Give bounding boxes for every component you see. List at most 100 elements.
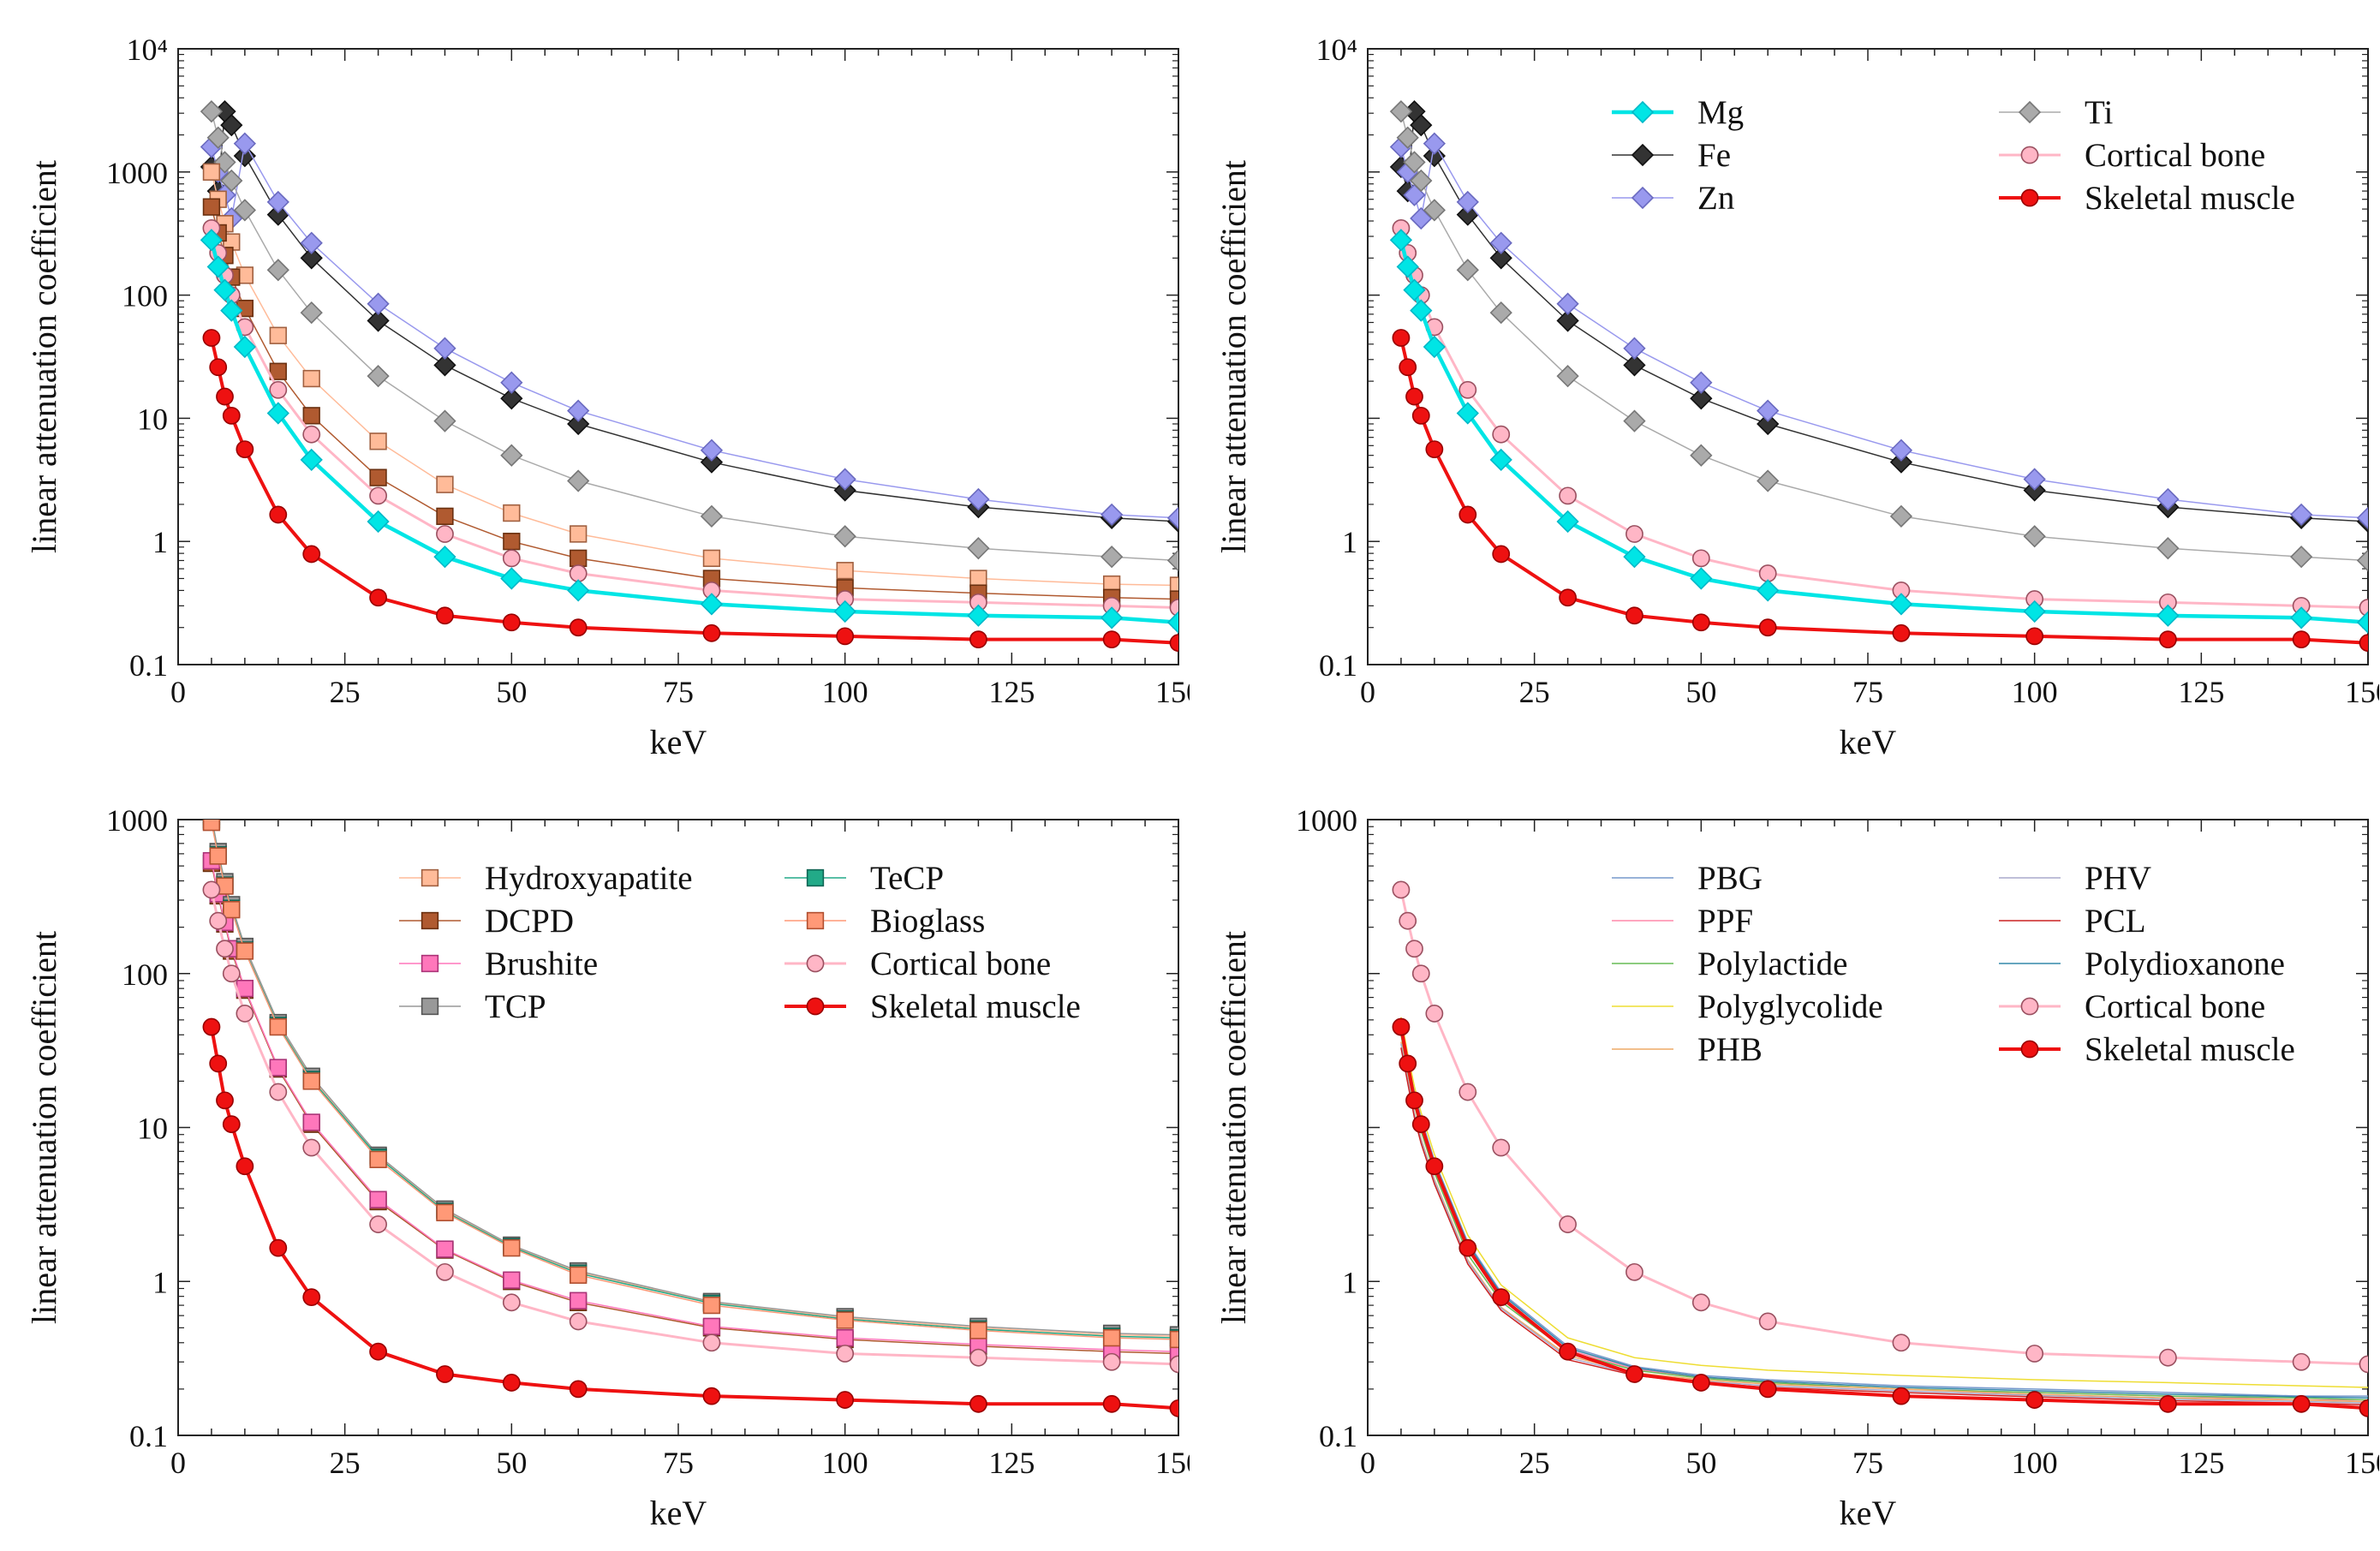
data-point-ti [206,126,230,149]
data-point-mg [567,579,590,602]
x-tick-label: 75 [663,1446,694,1480]
data-point-brushite [570,1292,588,1309]
data-point-cortical-bone [1392,880,1411,899]
series-line-skeletal-muscle [209,337,1178,645]
chart-panel-top-right: 0 25 50 75 100 125 150 0.1 1 10⁴ keV linear attenua… [1214,33,2379,761]
data-point-skeletal-muscle [836,1391,855,1409]
data-point-cortical-bone [1169,1355,1178,1374]
data-point-zn [1101,503,1124,527]
data-point-skeletal-muscle [1392,1017,1411,1036]
series-line-dcpd [211,862,1178,1355]
data-point-mg [1456,402,1479,425]
data-point-ti [300,301,323,325]
data-point-cortical-bone [1892,1333,1911,1352]
legend-label-brushite: Brushite [485,946,598,982]
data-point-skeletal-muscle [1559,588,1578,607]
data-point-zn [1757,399,1780,422]
series-line-hydroxyapatite [211,171,1178,587]
legend-marker-ti [2018,100,2042,124]
data-point-ti [1166,549,1178,572]
data-point-cortical-bone [1458,1083,1477,1101]
data-point-fe [1690,387,1713,410]
x-tick-label: 75 [663,675,694,709]
data-point-fe [367,309,390,332]
data-point-ti [220,169,243,193]
data-point-skeletal-muscle [836,627,855,646]
data-point-skeletal-muscle [969,630,987,649]
y-tick-label: 1000 [106,803,168,838]
legend-label-zn: Zn [1697,180,1734,217]
data-point-skeletal-muscle [369,1342,388,1361]
data-point-bioglass [570,1266,588,1284]
data-point-ti [1423,199,1446,222]
legend-marker-hydroxyapatite [421,868,439,887]
data-point-zn [1456,190,1479,214]
data-point-cortical-bone [1758,564,1777,582]
data-point-hydroxyapatite [570,525,588,543]
legend-marker-fe [1631,143,1655,167]
data-point-skeletal-muscle [1492,545,1511,564]
data-point-cortical-bone [216,940,234,958]
legend: Hydroxyapatite DCPD Brushite TCP TeCP Bioglas… [399,860,1081,1025]
data-point-mg [967,604,990,627]
data-point-zn [700,438,724,462]
data-point-skeletal-muscle [1102,1394,1121,1413]
x-axis-label: keV [1840,723,1897,761]
data-point-mg [1101,606,1124,629]
data-point-zn [1423,132,1446,155]
data-point-mg [1757,579,1780,602]
x-tick-label: 100 [822,675,868,709]
data-point-fe [500,387,523,410]
series-line-zn [1400,142,2368,519]
data-point-mg [1489,448,1512,472]
x-tick-label: 50 [496,1446,527,1480]
data-point-skeletal-muscle [969,1394,987,1413]
data-point-cortical-bone [369,1215,388,1233]
data-point-cortical-bone [1399,911,1417,930]
y-tick-label: 10 [137,1112,168,1146]
x-tick-label: 0 [1360,675,1375,709]
data-point-mg [500,567,523,590]
series-line-skeletal-muscle [209,1026,1178,1411]
legend-label-polyglycolide: Polyglycolide [1697,988,1883,1025]
data-point-cortical-bone [2359,599,2368,617]
data-point-hydroxyapatite [436,475,454,493]
series-line-mg [209,239,1178,625]
legend-marker-cortical-bone [2020,146,2039,164]
data-point-ti [200,100,224,123]
data-point-brushite [503,1271,521,1289]
data-point-skeletal-muscle [2359,1399,2368,1417]
y-tick-label: 1 [152,525,168,559]
data-point-zn [2356,506,2368,529]
data-point-mg [1396,255,1419,278]
legend-label-ppf: PPF [1697,903,1753,940]
data-point-skeletal-muscle [1102,630,1121,649]
data-point-cortical-bone [1102,1352,1121,1371]
data-point-skeletal-muscle [369,588,388,607]
plot-frame [177,819,1179,1436]
y-axis-label: linear attenuation coefficient [1214,931,1253,1324]
data-point-skeletal-muscle [1399,1054,1417,1073]
y-tick-label: 1000 [106,156,168,190]
data-point-ti [1101,546,1124,569]
data-point-fe [1556,309,1579,332]
data-point-skeletal-muscle [236,1157,254,1176]
x-tick-label: 125 [2178,675,2224,709]
data-point-cortical-bone [1691,1293,1710,1312]
series-line-phv [1400,1043,2368,1405]
legend-label-cortical-bone: Cortical bone [870,946,1051,982]
x-tick-label: 100 [822,1446,868,1480]
series-line-bioglass [211,822,1178,1340]
legend-label-skeletal-muscle: Skeletal muscle [870,988,1081,1025]
data-point-dcpd [269,362,287,380]
data-point-ti [1757,469,1780,492]
data-point-mg [206,255,230,278]
data-point-bioglass [223,900,241,919]
data-point-skeletal-muscle [1458,505,1477,524]
data-point-fe [433,354,456,377]
data-point-skeletal-muscle [222,406,241,425]
data-point-cortical-bone [1425,1005,1444,1023]
data-point-zn [1489,231,1512,254]
data-point-brushite [702,1317,721,1335]
data-point-fe [700,450,724,474]
